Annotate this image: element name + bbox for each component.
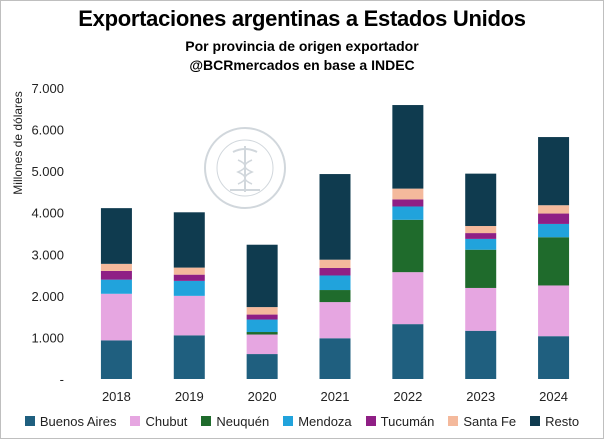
bar-segment (100, 263, 132, 271)
bar-segment (392, 219, 424, 273)
legend-swatch (130, 416, 141, 426)
bar-segment (465, 233, 497, 239)
bar-segment (173, 335, 205, 379)
bar-segment (173, 280, 205, 296)
bar-segment (538, 223, 570, 238)
bar-segment (246, 354, 278, 379)
bar-segment (246, 319, 278, 333)
bar-segment (173, 212, 205, 268)
y-tick-label: - (60, 372, 64, 387)
bar-segment (465, 249, 497, 288)
legend-item: Mendoza (283, 413, 352, 429)
chart-source: @BCRmercados en base a INDEC (189, 57, 415, 73)
legend-item: Neuquén (201, 414, 269, 429)
bar-segment (173, 267, 205, 275)
bar-segment (319, 259, 351, 269)
legend-label: Buenos Aires (39, 413, 117, 429)
bar-segment (465, 287, 497, 331)
bar-segment (538, 137, 570, 206)
bar-segment (465, 226, 497, 234)
legend-item: Chubut (130, 414, 187, 429)
bar-segment (465, 330, 497, 379)
bar-segment (538, 336, 570, 379)
bar-segment (392, 206, 424, 220)
x-tick-label: 2024 (539, 389, 568, 404)
legend-label: Resto (545, 413, 580, 429)
bar-segment (538, 237, 570, 286)
bar-segment (100, 293, 132, 341)
bar-segment (319, 275, 351, 291)
legend-swatch (530, 416, 541, 426)
legend-swatch (24, 416, 35, 426)
bar-segment (538, 285, 570, 337)
bar-segment (465, 238, 497, 250)
chart-subtitle: Por provincia de origen exportador (185, 38, 419, 54)
y-tick-label: 3.000 (31, 247, 64, 262)
bar-segment (319, 290, 351, 303)
y-tick-label: 7.000 (31, 81, 64, 96)
legend-swatch (448, 416, 459, 426)
y-tick-label: 6.000 (31, 123, 64, 138)
legend-item: Santa Fe (448, 414, 516, 429)
bar-segment (100, 279, 132, 294)
caduceus-seal-icon (204, 127, 286, 209)
bar-segment (392, 272, 424, 325)
legend-swatch (365, 416, 376, 426)
legend-label: Tucumán (380, 413, 435, 429)
y-tick-label: 4.000 (31, 206, 64, 221)
bar-segment (392, 105, 424, 189)
y-tick-label: 1.000 (31, 330, 64, 345)
bar-segment (246, 332, 278, 335)
bar-segment (173, 274, 205, 281)
bar-segment (246, 244, 278, 308)
x-tick-label: 2019 (175, 389, 204, 404)
bar-segment (392, 324, 424, 379)
bar-segment (319, 268, 351, 276)
bar-segment (465, 173, 497, 227)
x-tick-label: 2023 (466, 389, 495, 404)
x-tick-label: 2021 (321, 389, 350, 404)
legend-label: Mendoza (298, 413, 352, 429)
bar-segment (246, 314, 278, 320)
bar-segment (392, 188, 424, 200)
legend-item: Buenos Aires (24, 413, 117, 429)
bar-segment (246, 307, 278, 315)
bar-segment (100, 340, 132, 379)
legend-item: Resto (530, 414, 579, 429)
legend-label: Santa Fe (463, 413, 517, 429)
bar-segment (319, 174, 351, 260)
bar-segment (246, 334, 278, 355)
legend-label: Chubut (145, 413, 188, 429)
y-tick-label: 5.000 (31, 164, 64, 179)
y-tick-label: 2.000 (31, 289, 64, 304)
bar-segment (319, 302, 351, 339)
legend-item: Tucumán (365, 413, 435, 429)
bar-segment (100, 208, 132, 264)
bar-segment (319, 338, 351, 379)
bar-segment (538, 205, 570, 214)
bar-segment (173, 295, 205, 336)
chart-title: Exportaciones argentinas a Estados Unido… (78, 6, 526, 31)
bar-segment (392, 199, 424, 207)
x-tick-label: 2018 (102, 389, 131, 404)
legend-swatch (283, 416, 294, 426)
y-axis-label: Millones de dólares (11, 91, 25, 194)
legend-swatch (201, 416, 212, 426)
bar-segment (538, 213, 570, 224)
bar-segment (100, 270, 132, 280)
legend-label: Neuquén (216, 413, 270, 429)
chart-legend: Buenos Aires Chubut Neuquén Mendoza Tucumán S… (0, 411, 604, 431)
x-tick-label: 2020 (248, 389, 277, 404)
x-tick-label: 2022 (393, 389, 422, 404)
